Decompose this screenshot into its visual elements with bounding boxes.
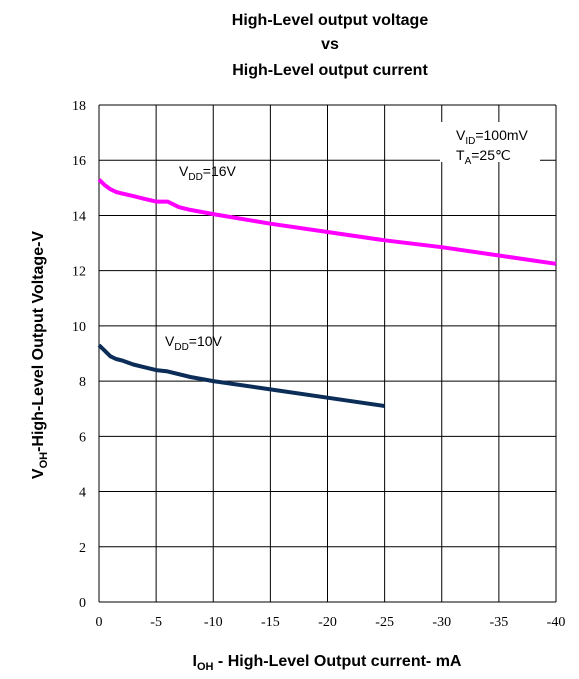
- series-label-vdd10: VDD=10V: [165, 333, 223, 353]
- x-tick-label: -35: [490, 615, 509, 630]
- series-label-vdd16: VDD=16V: [179, 163, 237, 183]
- x-tick-label: -40: [547, 615, 566, 630]
- x-axis-label: IOH - High-Level Output current- mA: [193, 653, 462, 673]
- y-tick-label: 12: [72, 265, 86, 280]
- chart-title-line-3: High-Level output current: [232, 62, 428, 79]
- series-line-vdd16: [97, 178, 557, 266]
- x-tick-label: -5: [150, 615, 162, 630]
- conditions-box: [440, 122, 540, 162]
- condition-vid: VID=100mV: [456, 127, 529, 147]
- x-tick-label: -25: [375, 615, 394, 630]
- x-tick-label: -10: [204, 615, 223, 630]
- chart-title-line-2: vs: [321, 36, 339, 53]
- x-tick-label: -15: [261, 615, 280, 630]
- y-axis-label: VOH-High-Level Output Voltage-V: [30, 231, 50, 480]
- x-tick-label: -30: [432, 615, 451, 630]
- y-tick-label: 16: [72, 154, 86, 169]
- y-tick-label: 2: [79, 541, 86, 556]
- y-tick-label: 4: [79, 486, 86, 501]
- y-tick-label: 18: [72, 99, 86, 114]
- x-tick-label: -20: [318, 615, 337, 630]
- y-tick-label: 8: [79, 375, 86, 390]
- y-tick-label: 6: [79, 430, 86, 445]
- condition-ta: TA=25℃: [456, 147, 511, 167]
- y-tick-label: 0: [79, 596, 86, 611]
- x-tick-label: 0: [96, 615, 103, 630]
- y-tick-label: 14: [72, 209, 86, 224]
- chart-title-line-1: High-Level output voltage: [232, 12, 429, 29]
- series-lines: [97, 178, 557, 408]
- series-line-vdd10: [97, 343, 385, 408]
- tick-labels: 0 -5 -10 -15 -20 -25 -30 -35 -40 0 2 4 6 8 10 12 14 16 18: [72, 99, 565, 630]
- y-tick-label: 10: [72, 320, 86, 335]
- grid: [98, 104, 557, 603]
